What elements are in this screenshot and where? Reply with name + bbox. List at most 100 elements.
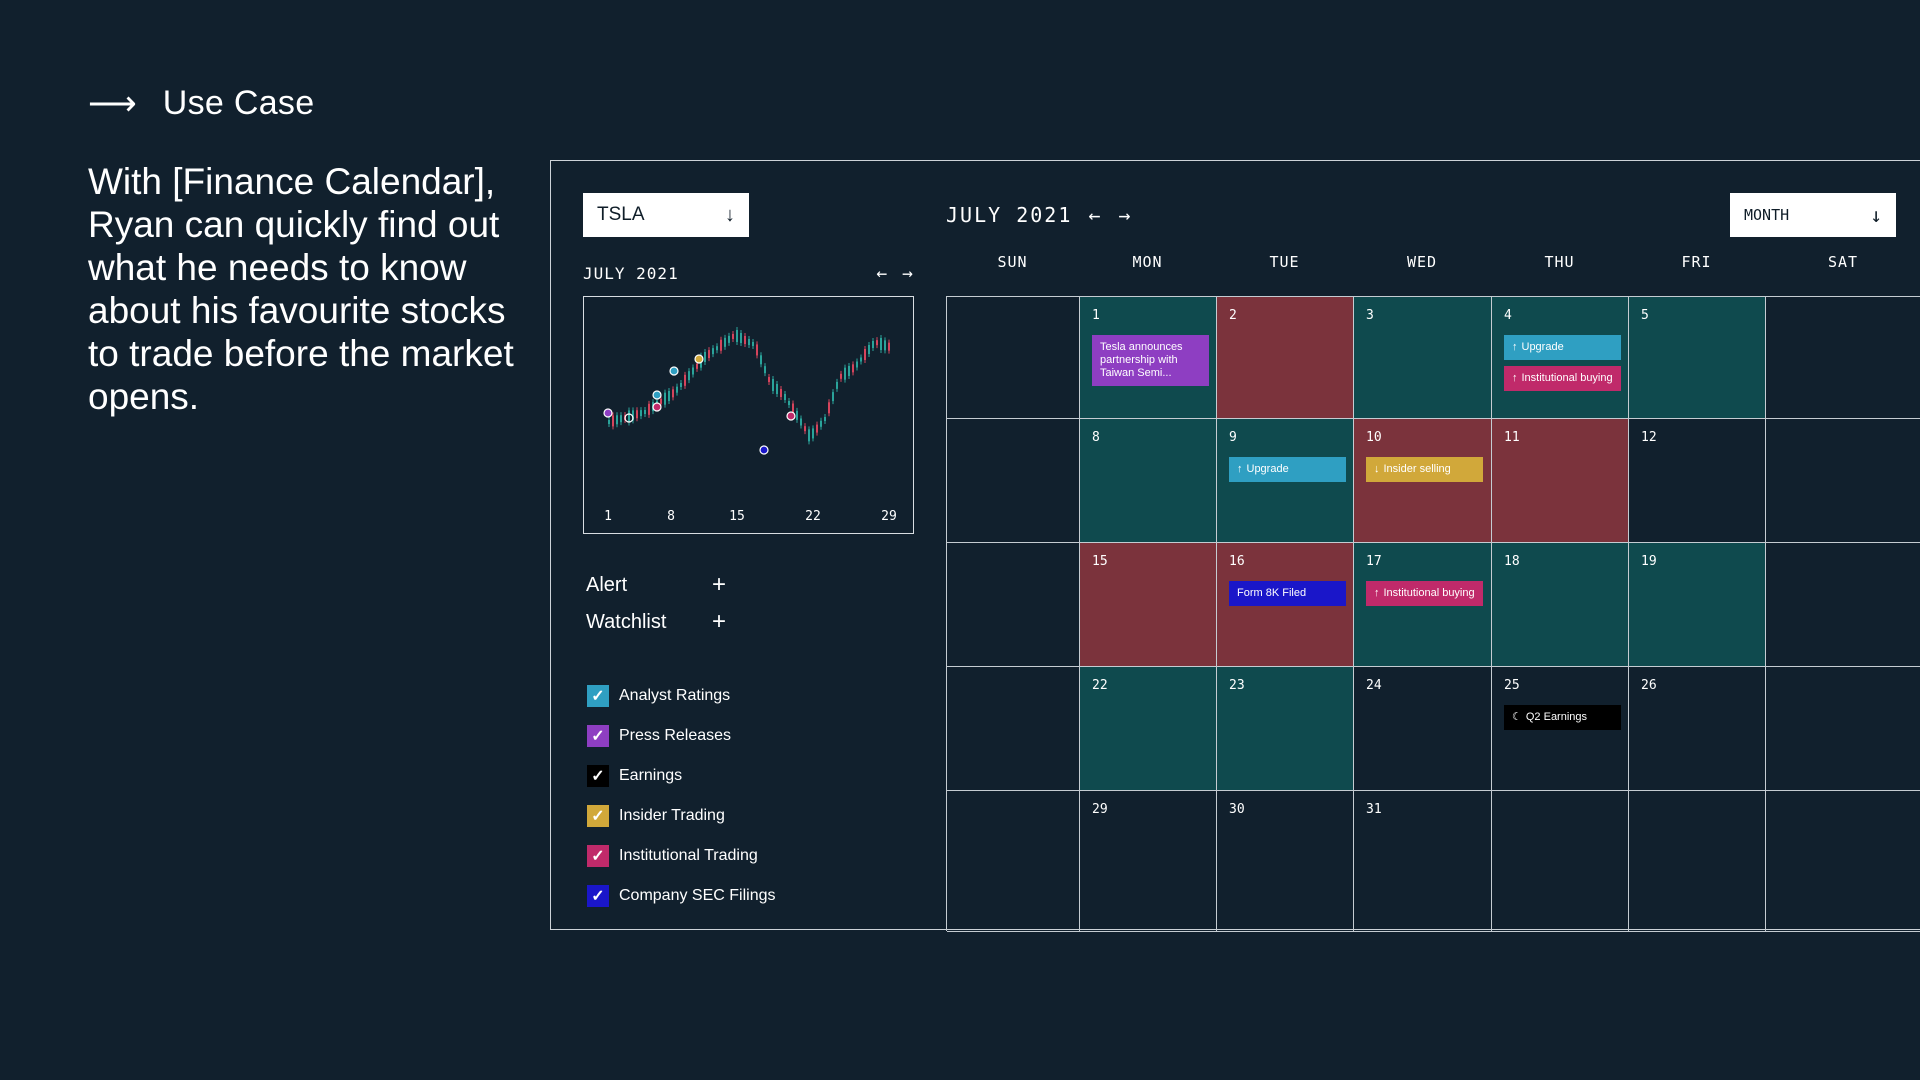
day-cell[interactable]: 22 (1080, 667, 1217, 791)
day-cell[interactable]: 31 (1354, 791, 1492, 932)
calendar-event[interactable]: ↓ Insider selling (1366, 457, 1483, 482)
day-cell[interactable] (947, 667, 1080, 791)
watchlist-action[interactable]: Watchlist + (586, 608, 726, 636)
day-cell[interactable] (1766, 543, 1920, 667)
checkbox-icon[interactable]: ✓ (587, 885, 609, 907)
day-cell[interactable]: 18 (1492, 543, 1629, 667)
candle-body (672, 389, 674, 398)
day-cell[interactable]: 26 (1629, 667, 1766, 791)
candle-body (644, 410, 646, 414)
event-marker (669, 366, 679, 376)
day-cell[interactable]: 12 (1629, 419, 1766, 543)
day-cell[interactable] (1492, 791, 1629, 932)
calendar-event[interactable]: ↑ Upgrade (1504, 335, 1621, 360)
day-number: 16 (1229, 554, 1245, 569)
arrow-up-icon: ↑ (1512, 372, 1518, 384)
candle-body (844, 367, 846, 380)
calendar-event[interactable]: ☾ Q2 Earnings (1504, 705, 1621, 730)
plus-icon[interactable]: + (711, 571, 726, 598)
day-cell[interactable]: 9 ↑ Upgrade (1217, 419, 1354, 543)
prev-month-icon[interactable]: ← (1088, 203, 1103, 227)
candle-body (772, 379, 774, 391)
use-case-heading: ⟶ Use Case (88, 84, 314, 123)
day-cell[interactable]: 15 (1080, 543, 1217, 667)
day-number: 11 (1504, 430, 1520, 445)
filter-item[interactable]: ✓ Earnings (587, 756, 776, 796)
alert-action[interactable]: Alert + (586, 571, 726, 599)
day-cell[interactable] (1766, 791, 1920, 932)
day-cell[interactable]: 19 (1629, 543, 1766, 667)
candle-body (888, 342, 890, 351)
day-cell[interactable] (947, 297, 1080, 419)
checkbox-icon[interactable]: ✓ (587, 765, 609, 787)
day-cell[interactable] (1766, 667, 1920, 791)
day-cell[interactable] (947, 543, 1080, 667)
day-cell[interactable]: 23 (1217, 667, 1354, 791)
day-cell[interactable]: 1 Tesla announces partnership with Taiwan… (1080, 297, 1217, 419)
calendar-event[interactable]: Form 8K Filed (1229, 581, 1346, 606)
candle-body (612, 415, 614, 427)
filter-item[interactable]: ✓ Press Releases (587, 716, 776, 756)
prev-arrow-icon[interactable]: ← (876, 263, 889, 284)
day-cell[interactable] (1766, 419, 1920, 543)
arrow-right-icon: ⟶ (88, 84, 137, 123)
next-month-icon[interactable]: → (1118, 203, 1133, 227)
day-number: 2 (1229, 308, 1237, 323)
day-cell[interactable]: 8 (1080, 419, 1217, 543)
next-arrow-icon[interactable]: → (902, 263, 914, 284)
candle-body (660, 398, 662, 404)
candle-body (884, 340, 886, 351)
calendar-event[interactable]: ↑ Upgrade (1229, 457, 1346, 482)
filter-item[interactable]: ✓ Company SEC Filings (587, 876, 776, 916)
day-cell[interactable]: 24 (1354, 667, 1492, 791)
view-select[interactable]: MONTH ↓ (1730, 193, 1896, 237)
candle-body (748, 339, 750, 345)
candle-body (616, 415, 618, 425)
day-number: 9 (1229, 430, 1237, 445)
day-cell[interactable]: 2 (1217, 297, 1354, 419)
calendar-event[interactable]: ↑ Institutional buying (1504, 366, 1621, 391)
candle-body (636, 410, 638, 419)
candle-body (812, 428, 814, 439)
day-cell[interactable]: 17 ↑ Institutional buying (1354, 543, 1492, 667)
event-label: Institutional buying (1383, 587, 1475, 599)
calendar-event[interactable]: ↑ Institutional buying (1366, 581, 1483, 606)
ticker-select[interactable]: TSLA ↓ (583, 193, 749, 237)
candle-body (680, 383, 682, 387)
day-cell[interactable] (947, 419, 1080, 543)
day-cell[interactable]: 25 ☾ Q2 Earnings (1492, 667, 1629, 791)
filter-label: Institutional Trading (619, 847, 758, 864)
candle-body (648, 403, 650, 415)
day-cell[interactable] (947, 791, 1080, 932)
day-cell[interactable]: 11 (1492, 419, 1629, 543)
day-number: 12 (1641, 430, 1657, 445)
filter-item[interactable]: ✓ Institutional Trading (587, 836, 776, 876)
checkbox-icon[interactable]: ✓ (587, 805, 609, 827)
checkbox-icon[interactable]: ✓ (587, 725, 609, 747)
filter-item[interactable]: ✓ Analyst Ratings (587, 676, 776, 716)
day-cell[interactable]: 30 (1217, 791, 1354, 932)
alert-label: Alert (586, 573, 628, 596)
mini-month-label: JULY 2021 (583, 264, 679, 283)
day-cell[interactable] (1629, 791, 1766, 932)
day-cell[interactable] (1766, 297, 1920, 419)
checkbox-icon[interactable]: ✓ (587, 685, 609, 707)
event-label: Q2 Earnings (1525, 711, 1588, 723)
candle-body (804, 426, 806, 432)
filter-item[interactable]: ✓ Insider Trading (587, 796, 776, 836)
day-cell[interactable]: 3 (1354, 297, 1492, 419)
event-marker (786, 411, 796, 421)
day-cell[interactable]: 5 (1629, 297, 1766, 419)
candle-body (628, 410, 630, 423)
weekday-label: THU (1544, 253, 1575, 271)
calendar-event[interactable]: Tesla announces partnership with Taiwan … (1092, 335, 1209, 386)
arrow-up-icon: ↑ (1512, 341, 1518, 353)
day-cell[interactable]: 4 ↑ Upgrade ↑ Institutional buying (1492, 297, 1629, 419)
candle-body (696, 363, 698, 369)
day-cell[interactable]: 16 Form 8K Filed (1217, 543, 1354, 667)
candle-body (856, 361, 858, 368)
plus-icon[interactable]: + (711, 608, 726, 635)
day-cell[interactable]: 10 ↓ Insider selling (1354, 419, 1492, 543)
checkbox-icon[interactable]: ✓ (587, 845, 609, 867)
day-cell[interactable]: 29 (1080, 791, 1217, 932)
